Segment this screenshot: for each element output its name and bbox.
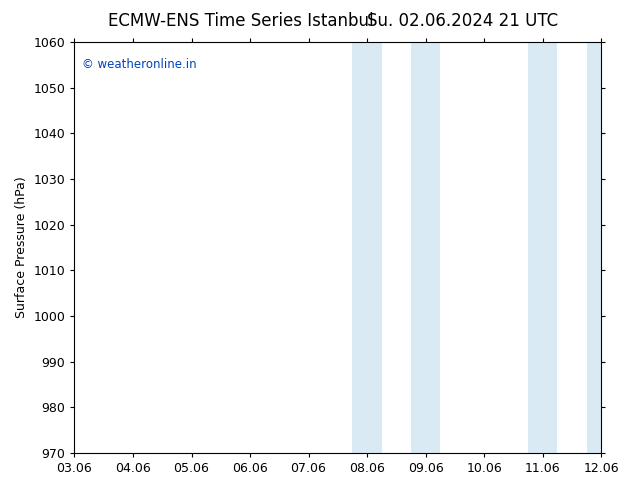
Text: ECMW-ENS Time Series Istanbul: ECMW-ENS Time Series Istanbul — [108, 12, 373, 30]
Bar — [586, 42, 616, 453]
Bar — [411, 42, 440, 453]
Text: Su. 02.06.2024 21 UTC: Su. 02.06.2024 21 UTC — [367, 12, 559, 30]
Bar — [528, 42, 557, 453]
Text: © weatheronline.in: © weatheronline.in — [82, 58, 197, 72]
Y-axis label: Surface Pressure (hPa): Surface Pressure (hPa) — [15, 176, 28, 318]
Bar — [353, 42, 382, 453]
